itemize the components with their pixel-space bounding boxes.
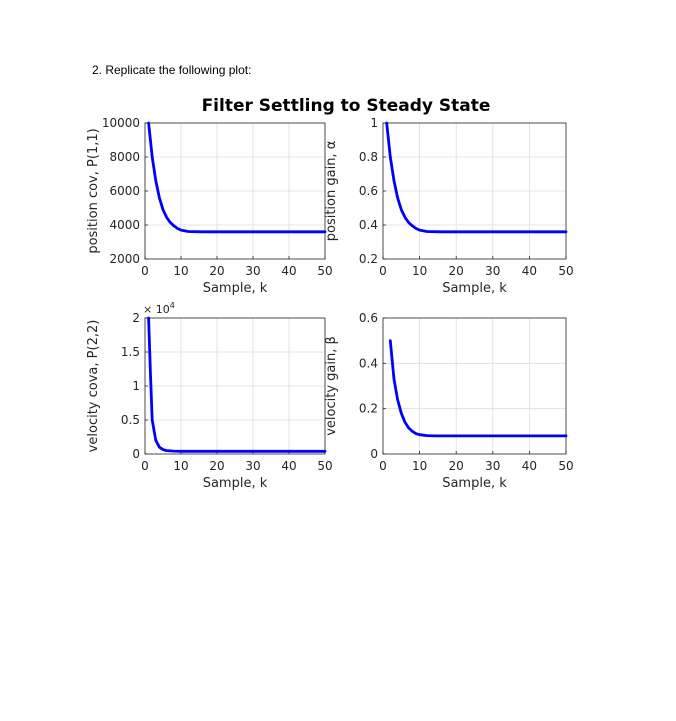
x-tick-label: 30	[485, 459, 500, 473]
x-tick-label: 20	[449, 459, 464, 473]
y-tick-label: 0.4	[359, 356, 378, 370]
x-tick-label: 10	[412, 264, 427, 278]
y-tick-label: 6000	[109, 184, 140, 198]
x-tick-label: 20	[209, 459, 224, 473]
series-line	[147, 316, 327, 453]
subplot-p11: 0 10 20 30 40 50 2000 4000 6000 8000 10000 Sample, …	[86, 116, 333, 296]
document-heading: 2. Replicate the following plot:	[92, 63, 252, 77]
subplots: 0 10 20 30 40 50200040006000800010000Sample, …	[86, 116, 574, 491]
x-axis-label: Sample, k	[203, 281, 268, 296]
x-tick-label: 10	[173, 459, 188, 473]
y-multiplier: × 104	[143, 301, 175, 316]
plot-area	[383, 318, 566, 454]
x-tick-label: 30	[245, 264, 260, 278]
y-tick-label: 1	[370, 116, 378, 130]
x-tick-label: 50	[317, 264, 332, 278]
axes-box	[382, 317, 567, 455]
x-tick-label: 0	[141, 264, 149, 278]
y-tick-label: 0.2	[359, 252, 378, 266]
y-tick-label: 1	[132, 379, 140, 393]
x-tick-label: 10	[412, 459, 427, 473]
y-tick-label: 2000	[109, 252, 140, 266]
x-tick-label: 50	[317, 459, 332, 473]
x-tick-label: 30	[485, 264, 500, 278]
y-axis-label: velocity cova, P(2,2)	[86, 320, 101, 453]
series-line	[385, 121, 568, 234]
y-tick-label: 4000	[109, 218, 140, 232]
x-axis-label: Sample, k	[442, 281, 507, 296]
subplot-p22: 0 10 20 30 40 50 0 0.5 1 1.5 2× 104 Sample, k veloci…	[86, 301, 333, 491]
y-tick-label: 8000	[109, 150, 140, 164]
x-tick-label: 40	[522, 264, 537, 278]
y-axis-label: position cov, P(1,1)	[86, 128, 101, 253]
x-tick-label: 0	[379, 264, 387, 278]
y-tick-label: 0.8	[359, 150, 378, 164]
y-tick-label: 0.6	[359, 311, 378, 325]
y-axis-label: velocity gain, β	[324, 336, 339, 436]
subplot-beta: 0 10 20 30 40 50 0 0.2 0.4 0.6 Sample, k velocity g…	[324, 311, 574, 491]
figure-title: Filter Settling to Steady State	[202, 96, 491, 116]
subplot-alpha: 0 10 20 30 40 50 0.2 0.4 0.6 0.8 1 Sample, k positio…	[324, 116, 574, 296]
x-tick-label: 0	[379, 459, 387, 473]
y-axis-label: position gain, α	[324, 141, 339, 242]
series-line	[388, 339, 568, 438]
y-tick-label: 2	[132, 311, 140, 325]
y-tick-label: 0.6	[359, 184, 378, 198]
x-tick-label: 40	[281, 459, 296, 473]
x-tick-label: 40	[522, 459, 537, 473]
y-tick-label: 0.4	[359, 218, 378, 232]
y-tick-label: 0	[370, 447, 378, 461]
y-tick-label: 0	[132, 447, 140, 461]
x-tick-label: 0	[141, 459, 149, 473]
y-tick-label: 10000	[102, 116, 140, 130]
x-axis-label: Sample, k	[442, 476, 507, 491]
x-tick-label: 40	[281, 264, 296, 278]
x-tick-label: 10	[173, 264, 188, 278]
x-tick-label: 30	[245, 459, 260, 473]
x-tick-label: 20	[209, 264, 224, 278]
y-tick-label: 0.5	[121, 413, 140, 427]
y-tick-label: 0.2	[359, 402, 378, 416]
x-axis-label: Sample, k	[203, 476, 268, 491]
x-tick-label: 50	[558, 264, 573, 278]
x-tick-label: 20	[449, 264, 464, 278]
x-tick-label: 50	[558, 459, 573, 473]
y-tick-label: 1.5	[121, 345, 140, 359]
series-line	[147, 121, 327, 234]
